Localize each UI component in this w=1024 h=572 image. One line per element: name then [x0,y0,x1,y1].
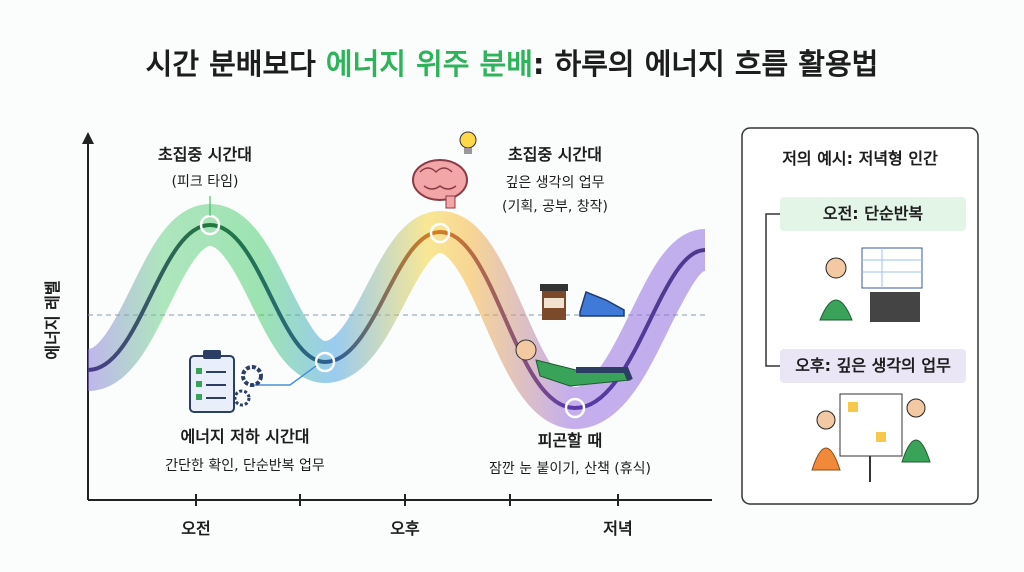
title: 시간 분배보다 에너지 위주 분배: 하루의 에너지 흐름 활용법 [146,47,879,81]
panel-item: 오후: 깊은 생각의 업무 [795,356,951,375]
annotation-title: 초집중 시간대 [508,145,602,164]
panel-title: 저의 예시: 저녁형 인간 [782,149,938,168]
shoes-icon [579,290,625,317]
annotation-text: 간단한 확인, 단순반복 업무 [165,458,325,474]
panel-item: 오전: 단순반복 [823,204,924,223]
annotation-text: (기획, 공부, 창작) [502,199,608,215]
resting-person-icon [515,339,633,387]
brain-icon [412,159,468,209]
annotation-text: 깊은 생각의 업무 [505,175,604,191]
coffee-icon [540,284,568,320]
panel-connector [765,213,780,367]
annotation-title: 초집중 시간대 [158,145,252,164]
panel-item-box [780,349,966,383]
whiteboard-illustration [811,393,931,482]
annotation-title: 에너지 저하 시간대 [181,427,310,446]
x-label: 오후 [390,519,420,538]
laptop-illustration [819,247,923,322]
checklist-icon [189,350,263,413]
y-arrow [82,132,94,144]
x-ticks [195,494,619,506]
annotation-text: (피크 타임) [172,174,239,190]
y-axis-label: 에너지 레벨 [43,280,62,359]
bulb-icon [459,131,477,154]
annotation-title: 피곤할 때 [538,431,602,450]
energy-curve [87,222,706,411]
connector [250,365,317,386]
annotation-text: 잠깐 눈 붙이기, 산책 (휴식) [489,461,651,477]
x-label: 저녁 [603,519,632,538]
x-label: 오전 [181,519,210,538]
panel-item-box [780,197,966,231]
